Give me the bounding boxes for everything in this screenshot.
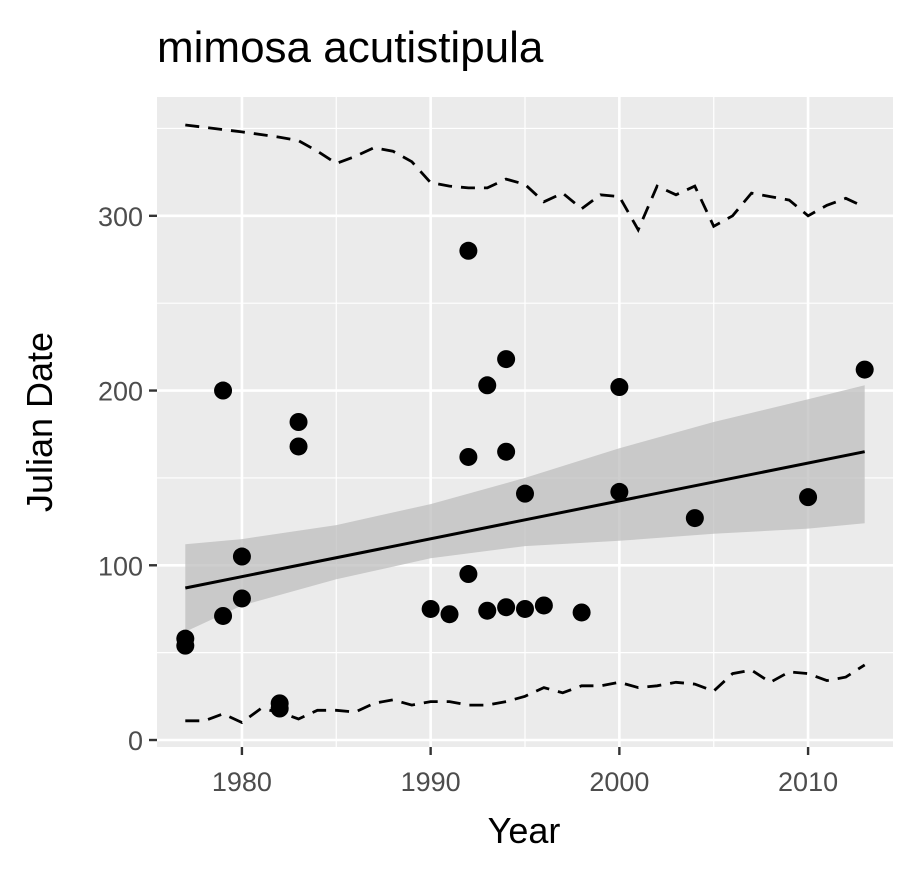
x-axis-title: Year [488, 810, 561, 851]
data-point [459, 447, 478, 466]
data-point [289, 413, 308, 431]
chart-title: mimosa acutistipula [157, 23, 544, 72]
confidence-band [185, 385, 865, 632]
y-axis: 0 100 200 300 [98, 202, 157, 756]
data-point [270, 699, 289, 718]
x-tick-label: 2010 [778, 767, 838, 797]
data-point [610, 482, 629, 501]
data-point [534, 596, 553, 615]
data-point [232, 589, 251, 608]
y-tick-label: 200 [98, 377, 143, 407]
data-point [459, 241, 478, 260]
data-point [855, 360, 874, 379]
y-tick-label: 0 [128, 726, 143, 756]
data-point [440, 605, 459, 624]
data-point [176, 636, 195, 655]
major-gridlines [157, 97, 893, 747]
x-axis: 1980 1990 2000 2010 [212, 747, 838, 797]
dashed-bounds-layer [185, 123, 866, 725]
data-point [289, 437, 308, 456]
data-point [516, 599, 534, 618]
data-point [459, 565, 478, 584]
x-tick-label: 1990 [401, 767, 461, 797]
y-tick-label: 300 [98, 202, 143, 232]
data-point [610, 378, 629, 397]
data-point [478, 376, 497, 395]
data-point [497, 442, 516, 461]
data-point [497, 598, 516, 617]
y-axis-title: Julian Date [19, 332, 60, 512]
data-point [214, 381, 233, 400]
data-point [232, 547, 251, 566]
data-point [214, 606, 233, 625]
x-tick-label: 1980 [212, 767, 272, 797]
x-tick-label: 2000 [589, 767, 649, 797]
data-point [497, 350, 516, 369]
data-point [685, 509, 704, 528]
points-layer [176, 241, 874, 718]
data-point [478, 601, 497, 620]
data-point [799, 488, 818, 507]
y-tick-label: 100 [98, 551, 143, 581]
lower-dashed-line [185, 663, 866, 725]
upper-dashed-line [185, 123, 866, 233]
data-point [516, 484, 534, 503]
data-point [421, 599, 440, 618]
trend-line-layer [185, 450, 865, 590]
data-point [572, 603, 591, 622]
confidence-band-layer [185, 385, 865, 632]
trend-line [185, 450, 865, 590]
